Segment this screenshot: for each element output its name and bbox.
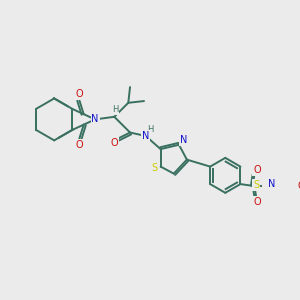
Text: N: N xyxy=(142,131,149,141)
Text: N: N xyxy=(92,114,99,124)
Text: N: N xyxy=(180,135,187,146)
Text: O: O xyxy=(298,181,300,191)
Text: O: O xyxy=(253,196,261,207)
Text: H: H xyxy=(112,105,119,114)
Text: S: S xyxy=(152,164,158,173)
Text: N: N xyxy=(268,179,276,189)
Text: H: H xyxy=(147,125,153,134)
Text: O: O xyxy=(253,165,261,175)
Text: O: O xyxy=(110,138,118,148)
Text: O: O xyxy=(76,140,83,150)
Text: O: O xyxy=(76,89,83,99)
Text: S: S xyxy=(253,180,259,190)
